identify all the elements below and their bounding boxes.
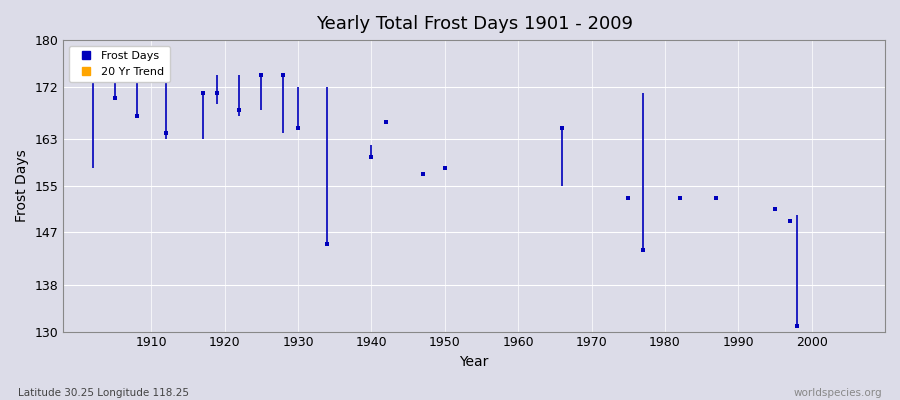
- Point: [416, 171, 430, 177]
- Point: [364, 154, 379, 160]
- Point: [276, 72, 291, 78]
- X-axis label: Year: Year: [460, 355, 489, 369]
- Point: [555, 124, 570, 131]
- Legend: Frost Days, 20 Yr Trend: Frost Days, 20 Yr Trend: [68, 46, 170, 82]
- Point: [107, 95, 122, 102]
- Point: [211, 89, 225, 96]
- Point: [672, 194, 687, 201]
- Point: [130, 113, 144, 119]
- Point: [635, 247, 650, 253]
- Text: worldspecies.org: worldspecies.org: [794, 388, 882, 398]
- Point: [232, 107, 247, 113]
- Title: Yearly Total Frost Days 1901 - 2009: Yearly Total Frost Days 1901 - 2009: [316, 15, 633, 33]
- Point: [320, 241, 335, 247]
- Point: [291, 124, 305, 131]
- Point: [158, 130, 173, 136]
- Point: [379, 118, 393, 125]
- Point: [709, 194, 724, 201]
- Point: [621, 194, 635, 201]
- Point: [782, 218, 796, 224]
- Text: Latitude 30.25 Longitude 118.25: Latitude 30.25 Longitude 118.25: [18, 388, 189, 398]
- Point: [195, 89, 210, 96]
- Y-axis label: Frost Days: Frost Days: [15, 150, 29, 222]
- Point: [437, 165, 452, 172]
- Point: [790, 322, 805, 329]
- Point: [254, 72, 268, 78]
- Point: [768, 206, 782, 212]
